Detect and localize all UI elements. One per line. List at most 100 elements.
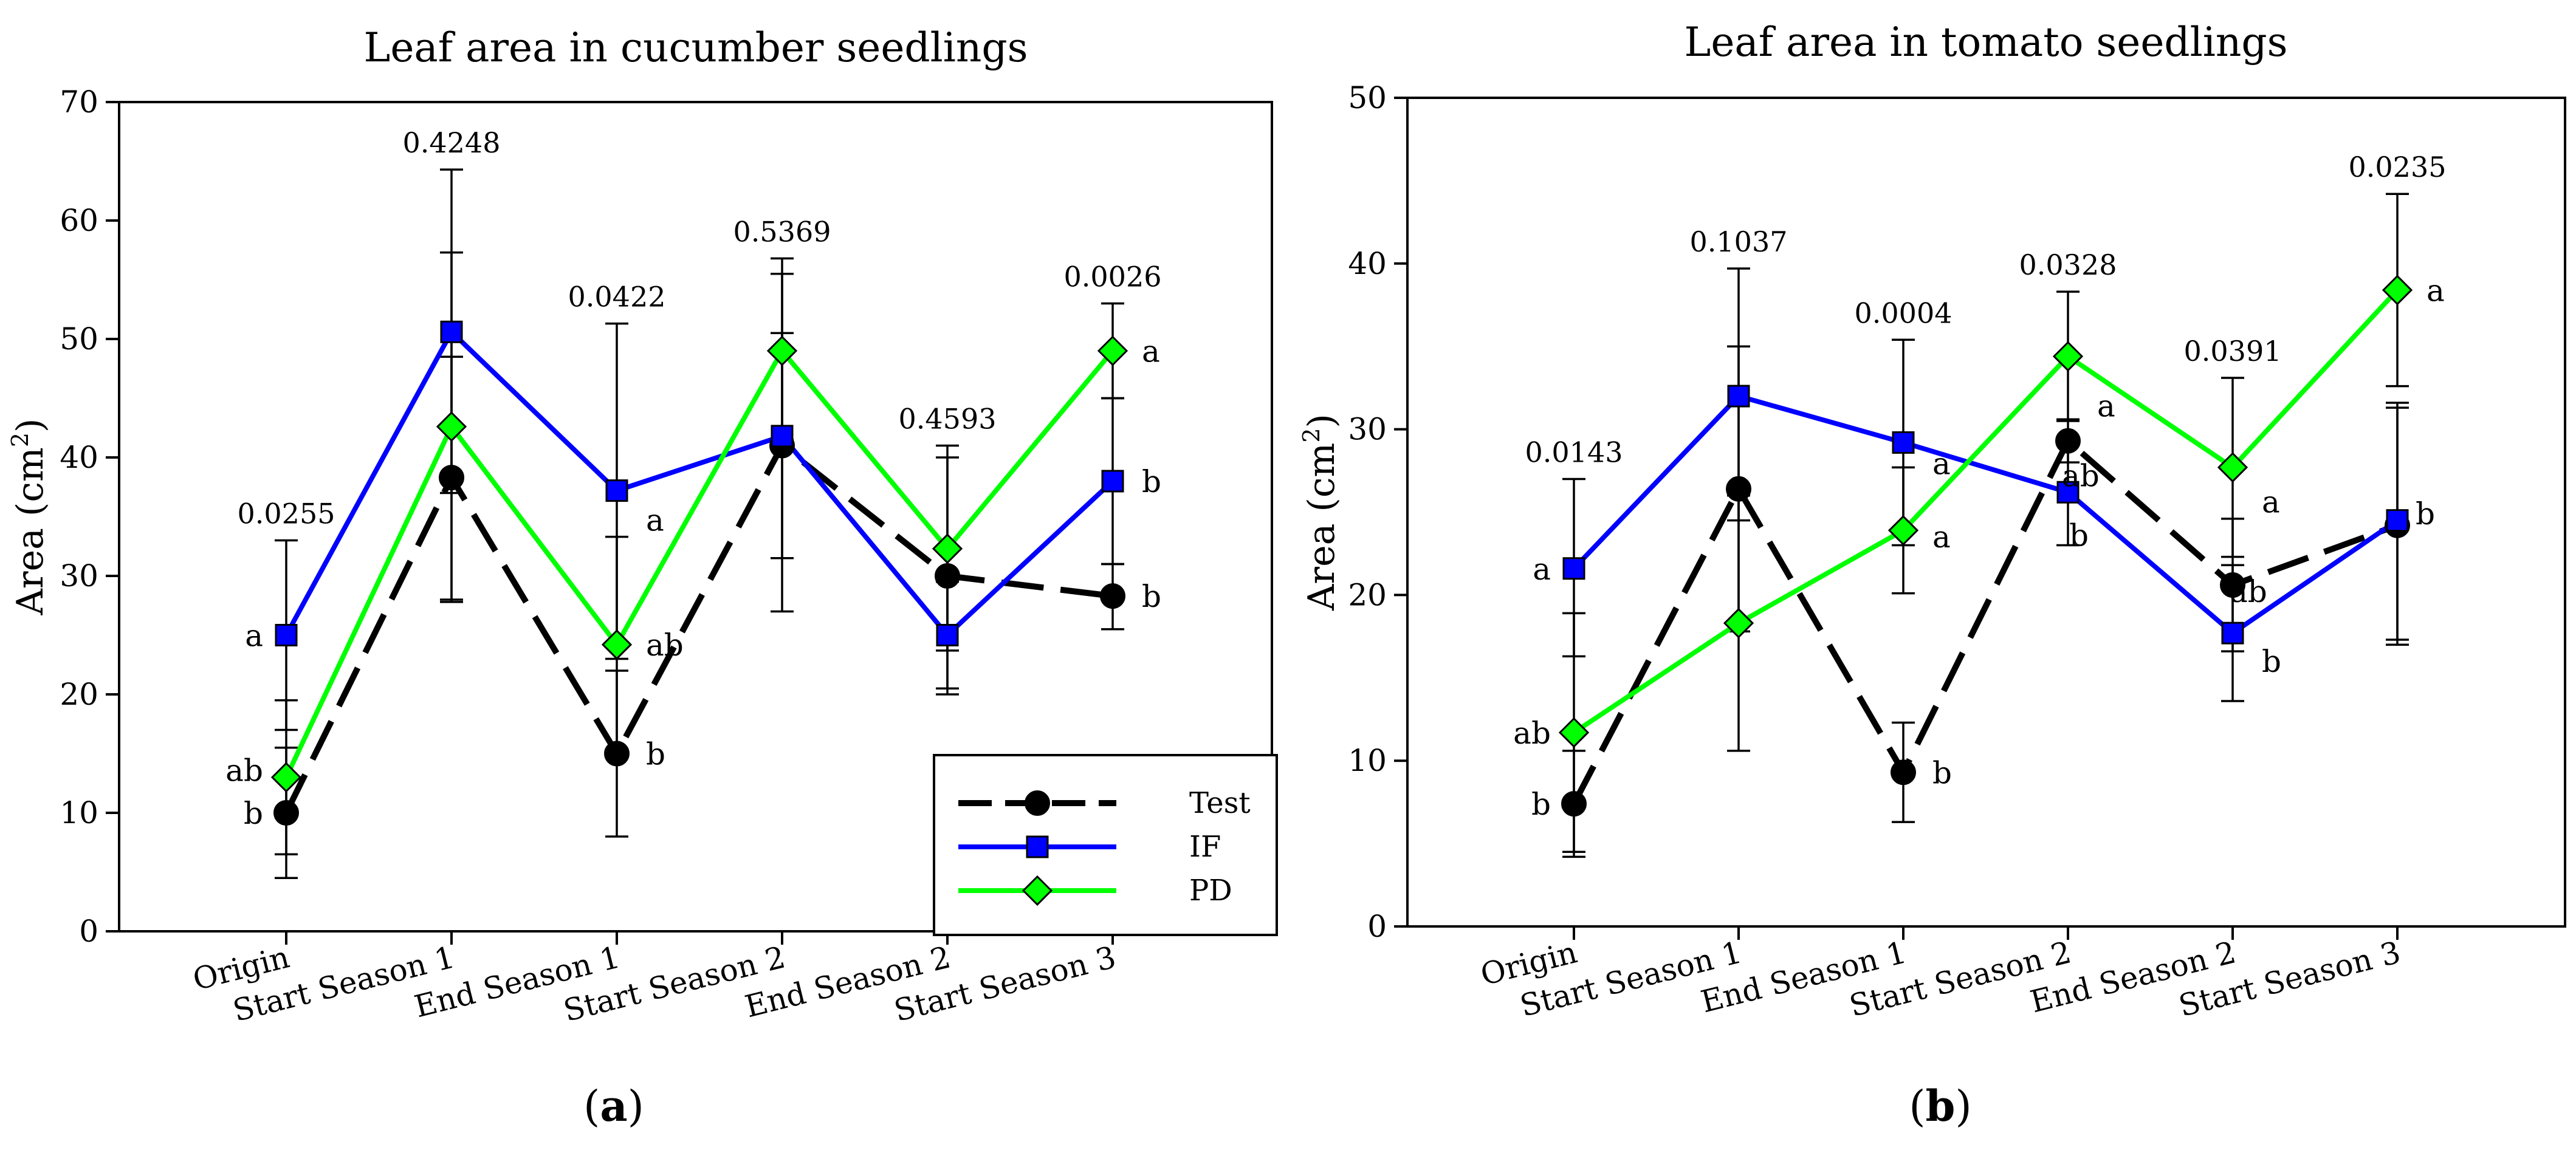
chart-panel-b: Leaf area in tomato seedlings 0 10 20 30 40 50…: [1298, 19, 2566, 1131]
sig-letter-PD: a: [1142, 334, 1160, 369]
p-value-label: 0.4593: [899, 403, 997, 436]
y-tick-label: 20: [1348, 577, 1387, 612]
data-point-IF: [2386, 509, 2409, 532]
sig-letter-Test: b: [1531, 787, 1551, 822]
y-tick-label: 0: [79, 914, 98, 949]
p-value-label: 0.0391: [2184, 335, 2282, 368]
data-point-PD: [436, 411, 467, 442]
y-tick-label: 40: [1348, 246, 1387, 281]
data-point-Test: [2220, 572, 2245, 598]
series-line-IF: [284, 327, 1115, 639]
sig-letter-IF: a: [1533, 552, 1551, 587]
data-point-PD: [270, 762, 302, 793]
panel-label: (a): [583, 1081, 644, 1131]
legend: Test IF PD: [933, 754, 1278, 936]
series-line-Test: [1571, 436, 2399, 806]
data-point-IF: [1727, 385, 1750, 408]
sig-letter-Test: b: [2416, 496, 2435, 532]
sig-letter-IF: a: [646, 503, 664, 538]
series-line-Test: [283, 440, 1113, 815]
data-point-IF: [2221, 621, 2244, 645]
data-point-IF: [605, 479, 628, 502]
y-tick-label: 10: [1348, 743, 1387, 778]
sig-letter-IF: b: [1142, 464, 1161, 499]
y-axis-label-close: ): [9, 419, 52, 433]
y-tick-label: 40: [60, 440, 98, 475]
p-value-label: 0.0328: [2019, 248, 2117, 281]
y-tick-label: 50: [1348, 80, 1387, 115]
y-tick-label: 60: [60, 203, 98, 238]
sig-letter-Test: b: [1932, 755, 1952, 790]
data-point-IF: [1892, 431, 1915, 454]
sig-letter-PD: a: [2262, 484, 2280, 519]
y-axis-label-text: Area (cm: [9, 447, 52, 615]
legend-marker-IF: [1026, 835, 1049, 858]
y-tick-label: 70: [60, 84, 98, 120]
data-point-PD: [2382, 275, 2413, 306]
data-point-IF: [1101, 470, 1124, 493]
data-point-Test: [439, 465, 464, 491]
legend-label-Test: Test: [1189, 786, 1251, 820]
series-line-PD: [284, 346, 1115, 779]
chart-panel-a: Leaf area in cucumber seedlings 0 10 20 30 40…: [7, 24, 1278, 1131]
sig-letter-PD: a: [2427, 273, 2445, 308]
y-tick-label: 0: [1367, 909, 1387, 944]
data-point-Test: [604, 741, 630, 767]
y-axis-label-sup: 2: [1298, 428, 1325, 442]
panel-label-letter: a: [600, 1081, 627, 1131]
p-value-label: 0.0255: [238, 498, 335, 530]
plot-frame: [118, 101, 1273, 933]
sig-letter-Test: b: [646, 737, 665, 772]
data-point-PD: [1558, 717, 1590, 748]
legend-marker-Test: [1025, 790, 1050, 816]
data-point-IF: [440, 320, 463, 343]
sig-letter-IF: a: [245, 618, 263, 654]
data-point-Test: [273, 800, 299, 826]
panel-label-open: (: [583, 1081, 600, 1131]
data-point-PD: [2052, 341, 2084, 372]
data-point-IF: [936, 624, 959, 646]
data-point-PD: [1097, 335, 1128, 366]
data-point-IF: [275, 624, 298, 646]
data-point-IF: [1562, 557, 1585, 580]
sig-letter-Test: b: [1142, 579, 1161, 614]
sig-letter-IF: a: [1932, 446, 1951, 481]
p-value-label: 0.4248: [403, 126, 501, 159]
legend-label-IF: IF: [1189, 830, 1221, 864]
data-point-PD: [601, 629, 633, 660]
p-value-label: 0.0026: [1064, 261, 1162, 293]
data-point-PD: [932, 533, 963, 564]
panel-label: (b): [1909, 1081, 1972, 1131]
sig-letter-extra: b: [2069, 518, 2089, 553]
data-point-IF: [771, 425, 794, 448]
data-point-Test: [1100, 583, 1125, 609]
panel-label-letter: b: [1926, 1081, 1956, 1131]
panel-label-open: (: [1909, 1081, 1925, 1131]
data-point-PD: [766, 335, 798, 366]
sig-letter-Test: ab: [2230, 574, 2267, 609]
data-point-PD: [1723, 608, 1754, 638]
plot-frame: [1406, 97, 2566, 928]
chart-title: Leaf area in cucumber seedlings: [364, 24, 1028, 71]
y-tick-label: 30: [1348, 412, 1387, 447]
sig-letter-Test: a: [2097, 389, 2115, 424]
panel-label-close: ): [1955, 1081, 1971, 1131]
data-point-Test: [935, 563, 960, 589]
p-value-label: 0.0235: [2349, 151, 2447, 183]
y-axis-label: Area (cm2): [1298, 414, 1343, 611]
p-value-label: 0.1037: [1690, 225, 1788, 258]
p-value-label: 0.0422: [568, 281, 666, 313]
series-line-PD: [1572, 288, 2399, 735]
sig-letter-PD: a: [1932, 519, 1951, 555]
data-point-Test: [1891, 759, 1916, 785]
sig-letter-PD: ab: [646, 628, 684, 663]
data-point-Test: [1561, 791, 1587, 817]
y-tick-label: 50: [60, 321, 98, 357]
legend-label-PD: PD: [1189, 874, 1232, 908]
y-axis-label-sup: 2: [7, 433, 33, 447]
y-axis-label-text: Area (cm: [1300, 443, 1343, 611]
chart-title: Leaf area in tomato seedlings: [1684, 19, 2287, 66]
data-point-IF: [2056, 481, 2080, 504]
p-value-label: 0.0143: [1525, 436, 1623, 468]
panel-label-close: ): [628, 1081, 644, 1131]
